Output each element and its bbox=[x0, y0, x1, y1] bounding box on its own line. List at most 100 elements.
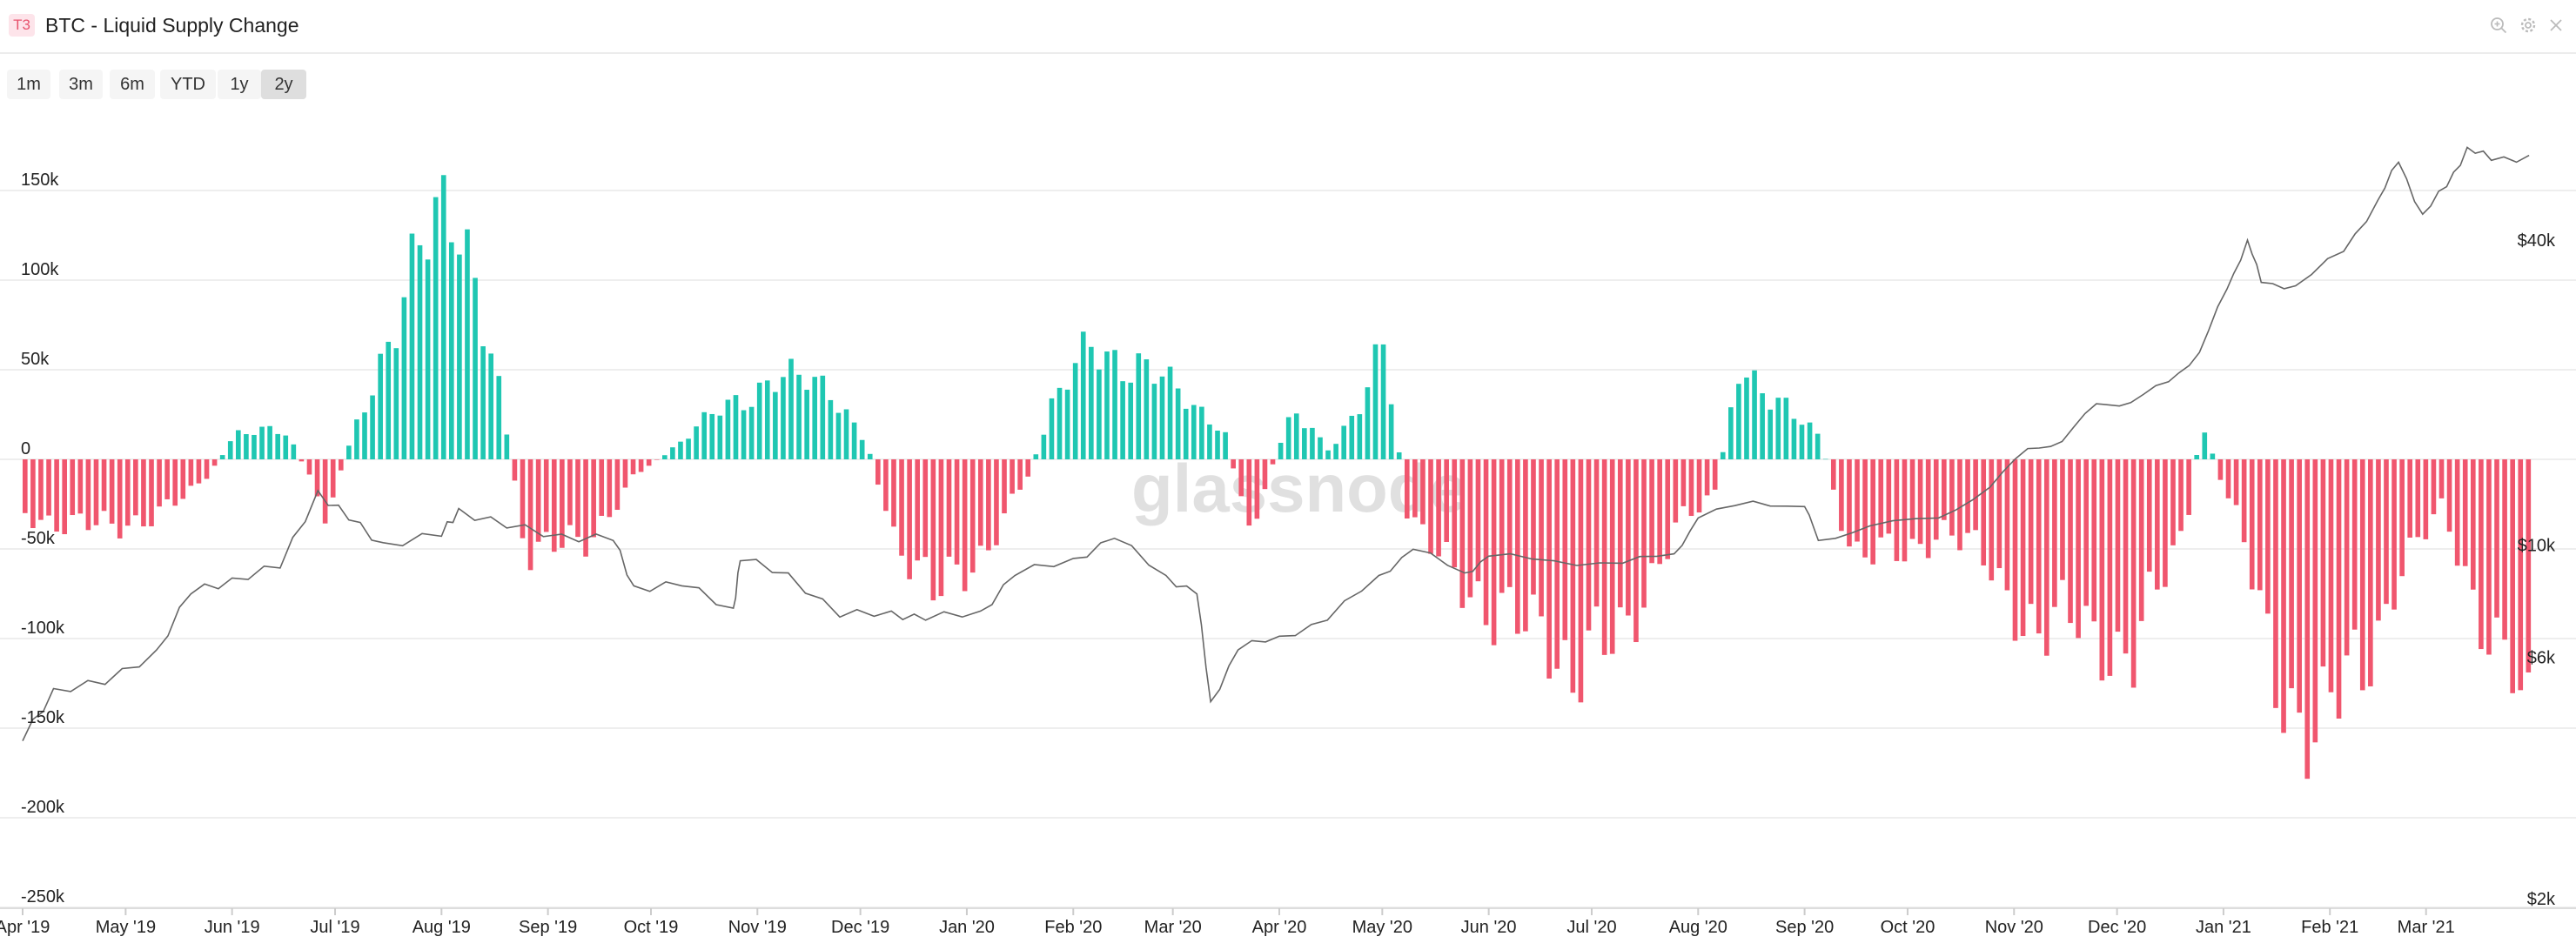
bar-negative bbox=[2359, 459, 2365, 691]
chart-area[interactable]: glassnode 150k 100k 50k 0 -50k -100k -150k -200k… bbox=[0, 87, 2576, 950]
bar-negative bbox=[1539, 459, 1544, 617]
bar-positive bbox=[465, 229, 470, 459]
bar-negative bbox=[954, 459, 960, 565]
bar-positive bbox=[236, 430, 241, 459]
bar-negative bbox=[1909, 459, 1915, 539]
bar-negative bbox=[133, 459, 138, 516]
bar-positive bbox=[433, 197, 439, 459]
range-button-1m[interactable]: 1m bbox=[7, 70, 50, 99]
bar-positive bbox=[709, 413, 715, 459]
bar-negative bbox=[1665, 459, 1671, 559]
bar-negative bbox=[93, 459, 99, 525]
close-icon[interactable] bbox=[2546, 16, 2566, 35]
bar-negative bbox=[614, 459, 621, 511]
bar-positive bbox=[386, 341, 392, 459]
bar-positive bbox=[457, 254, 462, 459]
bar-negative bbox=[1270, 459, 1276, 465]
bar-positive bbox=[1215, 431, 1220, 459]
bar-negative bbox=[2462, 459, 2468, 566]
bar-positive bbox=[1791, 418, 1797, 459]
bar-negative bbox=[1546, 459, 1552, 679]
bar-negative bbox=[2392, 459, 2397, 610]
bar-negative bbox=[2510, 459, 2515, 693]
bar-negative bbox=[583, 459, 588, 557]
bar-negative bbox=[2423, 459, 2429, 539]
y-left-tick-label: 150k bbox=[21, 171, 59, 190]
bar-negative bbox=[2336, 459, 2342, 719]
zoom-icon[interactable] bbox=[2489, 16, 2508, 35]
x-tick-label: Mar '21 bbox=[2398, 918, 2455, 937]
range-button-3m[interactable]: 3m bbox=[59, 70, 103, 99]
bar-negative bbox=[1989, 459, 1995, 581]
bar-positive bbox=[401, 297, 407, 459]
bar-negative bbox=[2036, 459, 2042, 634]
bar-negative bbox=[1965, 459, 1970, 533]
bar-positive bbox=[244, 434, 249, 459]
bar-negative bbox=[2155, 459, 2160, 590]
bar-negative bbox=[2107, 459, 2113, 676]
bar-negative bbox=[62, 459, 67, 535]
bar-positive bbox=[378, 353, 383, 459]
x-tick-label: Dec '19 bbox=[831, 918, 889, 937]
bar-negative bbox=[2297, 459, 2302, 713]
bar-negative bbox=[1933, 459, 1939, 540]
bar-negative bbox=[899, 459, 904, 556]
bar-negative bbox=[2494, 459, 2499, 618]
bar-negative bbox=[2028, 459, 2034, 605]
bar-negative bbox=[2130, 459, 2137, 688]
bar-negative bbox=[2265, 459, 2271, 614]
bar-positive bbox=[409, 233, 415, 459]
bar-negative bbox=[109, 459, 115, 524]
x-tick-label: Aug '19 bbox=[413, 918, 471, 937]
bar-positive bbox=[781, 377, 786, 459]
bar-negative bbox=[1886, 459, 1892, 534]
bar-negative bbox=[1925, 459, 1931, 559]
window-header: T3 BTC - Liquid Supply Change bbox=[0, 0, 2576, 54]
bar-positive bbox=[1191, 405, 1197, 459]
bar-negative bbox=[2479, 459, 2484, 650]
bar-negative bbox=[622, 459, 628, 488]
bar-negative bbox=[1649, 459, 1654, 564]
bar-positive bbox=[804, 390, 809, 459]
bar-positive bbox=[1159, 376, 1165, 459]
bar-negative bbox=[891, 459, 896, 527]
gear-icon[interactable] bbox=[2519, 16, 2538, 35]
bar-positive bbox=[393, 348, 399, 459]
bar-negative bbox=[299, 459, 305, 462]
bar-positive bbox=[1089, 346, 1094, 459]
range-button-2y[interactable]: 2y bbox=[261, 70, 306, 99]
bar-negative bbox=[1601, 459, 1607, 655]
bar-positive bbox=[1310, 427, 1315, 459]
bar-positive bbox=[686, 438, 691, 459]
bar-negative bbox=[977, 459, 983, 546]
bar-positive bbox=[1104, 351, 1110, 459]
bar-positive bbox=[259, 426, 265, 459]
bar-negative bbox=[1626, 459, 1631, 616]
bar-negative bbox=[204, 459, 210, 479]
bar-negative bbox=[306, 459, 312, 475]
x-tick-label: Jun '20 bbox=[1461, 918, 1517, 937]
bar-negative bbox=[1973, 459, 1978, 531]
range-button-1y[interactable]: 1y bbox=[218, 70, 261, 99]
bar-positive bbox=[741, 410, 747, 459]
bar-negative bbox=[2415, 459, 2421, 538]
range-button-6m[interactable]: 6m bbox=[110, 70, 155, 99]
bar-negative bbox=[2060, 459, 2065, 580]
tier-badge: T3 bbox=[9, 14, 35, 37]
bar-positive bbox=[1064, 389, 1070, 459]
bar-positive bbox=[1736, 384, 1741, 459]
bar-negative bbox=[1428, 459, 1433, 554]
range-button-ytd[interactable]: YTD bbox=[160, 70, 216, 99]
bar-positive bbox=[859, 439, 865, 459]
bar-positive bbox=[1365, 387, 1371, 459]
x-tick-label: Jul '19 bbox=[310, 918, 359, 937]
bar-negative bbox=[1593, 459, 1600, 607]
bar-positive bbox=[1151, 384, 1157, 459]
bar-negative bbox=[883, 459, 889, 512]
bar-positive bbox=[1783, 398, 1789, 459]
chart-title: BTC - Liquid Supply Change bbox=[45, 14, 299, 37]
bar-positive bbox=[440, 175, 446, 459]
bar-positive bbox=[480, 346, 486, 459]
x-tick-label: Oct '20 bbox=[1881, 918, 1935, 937]
bar-negative bbox=[2004, 459, 2010, 591]
